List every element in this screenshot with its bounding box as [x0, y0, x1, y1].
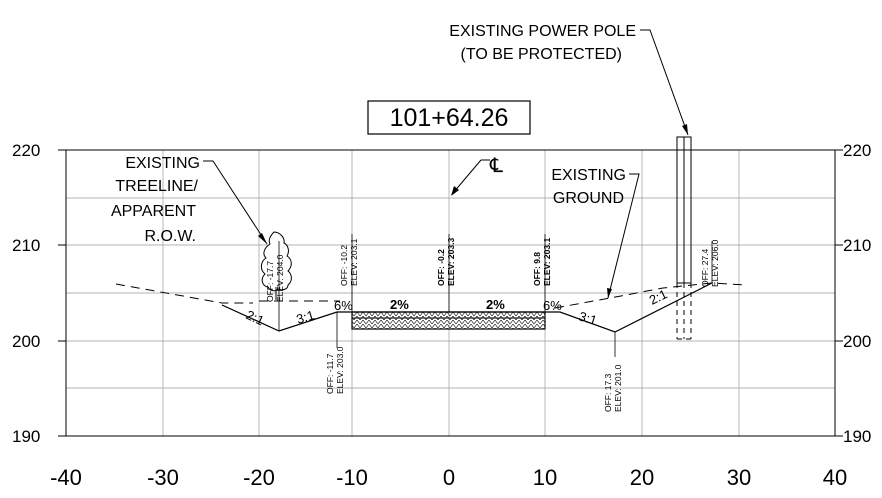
- power-pole-text-2: (TO BE PROTECTED): [461, 46, 623, 63]
- tree-icon: [260, 231, 292, 292]
- centerline-symbol: ℄: [489, 155, 503, 177]
- p3-elev: ELEV: 203.1: [349, 238, 359, 286]
- p4-elev: ELEV: 203.3: [446, 238, 456, 286]
- y-axis-left: 220 210 200 190: [12, 141, 40, 446]
- plot-frame: [65, 149, 836, 437]
- p5-elev: ELEV: 203.1: [542, 238, 552, 286]
- slope-left-lane: 2%: [390, 297, 409, 312]
- y-label-right-190: 190: [843, 427, 871, 446]
- x-label-neg30: -30: [147, 465, 179, 490]
- slope-right-lane: 2%: [486, 297, 505, 312]
- x-label-0: 0: [443, 465, 455, 490]
- centerline-callout: ℄: [451, 155, 503, 196]
- x-label-neg40: -40: [50, 465, 82, 490]
- slope-labels: 2:1 3:1 6% 2% 2% 6% 3:1 2:1: [244, 286, 670, 328]
- y-label-220: 220: [12, 141, 40, 160]
- treeline-text-4: R.O.W.: [144, 228, 196, 245]
- p1-elev: ELEV: 204.0: [275, 254, 285, 302]
- y-ticks: [58, 149, 843, 437]
- x-label-40: 40: [823, 465, 847, 490]
- p3-off: OFF: -10.2: [339, 245, 349, 286]
- slope-right-inner: 3:1: [577, 309, 599, 329]
- x-label-20: 20: [630, 465, 654, 490]
- power-pole-text-1: EXISTING POWER POLE: [449, 23, 636, 40]
- slope-left-outer: 2:1: [244, 307, 267, 328]
- y-label-right-200: 200: [843, 332, 871, 351]
- p2-off: OFF: -11.7: [325, 353, 335, 394]
- p7-off: OFF: 27.4: [700, 248, 710, 287]
- slope-left-shoulder: 6%: [334, 298, 353, 313]
- ground-text-1: EXISTING: [551, 167, 626, 184]
- p6-elev: ELEV: 201.0: [613, 364, 623, 412]
- y-label-190: 190: [12, 427, 40, 446]
- y-label-right-210: 210: [843, 236, 871, 255]
- treeline-text-3: APPARENT: [111, 203, 196, 220]
- treeline-text-1: EXISTING: [125, 155, 200, 172]
- x-label-10: 10: [533, 465, 557, 490]
- y-label-210: 210: [12, 236, 40, 255]
- p1-off: OFF: -17.7: [265, 261, 275, 302]
- x-label-30: 30: [727, 465, 751, 490]
- p2-elev: ELEV: 203.0: [335, 346, 345, 394]
- x-axis: -40 -30 -20 -10 0 10 20 30 40: [50, 465, 847, 490]
- slope-right-outer: 2:1: [647, 286, 670, 307]
- x-label-neg10: -10: [336, 465, 368, 490]
- treeline-callout: EXISTING TREELINE/ APPARENT R.O.W.: [111, 155, 268, 245]
- ground-callout: EXISTING GROUND: [551, 167, 640, 299]
- y-axis-right: 220 210 200 190: [843, 141, 871, 446]
- p4-off: OFF: -0.2: [436, 249, 446, 286]
- power-pole: [676, 136, 692, 340]
- p5-off: OFF: 9.8: [532, 252, 542, 286]
- slope-right-shoulder: 6%: [543, 298, 562, 313]
- power-pole-callout: EXISTING POWER POLE (TO BE PROTECTED): [449, 23, 689, 136]
- station-box: [367, 100, 531, 135]
- point-labels: OFF: -17.7 ELEV: 204.0 OFF: -11.7 ELEV: …: [265, 238, 720, 412]
- y-label-right-220: 220: [843, 141, 871, 160]
- p6-off: OFF: 17.3: [603, 373, 613, 412]
- station-label: 101+64.26: [390, 104, 509, 132]
- pavement-section: [351, 311, 546, 330]
- existing-ground-line: [115, 282, 746, 309]
- point-leaders: [278, 234, 713, 357]
- ground-text-2: GROUND: [553, 190, 624, 207]
- treeline-text-2: TREELINE/: [115, 178, 198, 195]
- p7-elev: ELEV: 206.0: [710, 239, 720, 287]
- y-label-200: 200: [12, 332, 40, 351]
- slope-left-inner: 3:1: [294, 307, 316, 327]
- x-label-neg20: -20: [243, 465, 275, 490]
